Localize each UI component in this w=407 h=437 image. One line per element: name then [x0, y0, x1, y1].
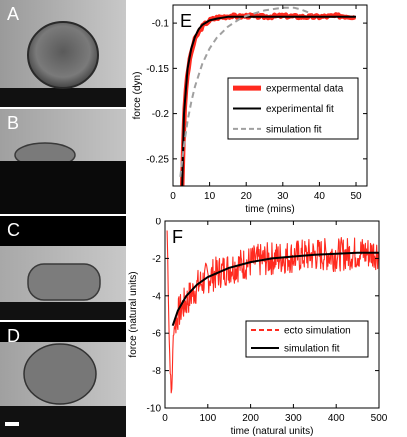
- e-ylabel: force (dyn): [132, 72, 143, 120]
- scale-bar: [5, 422, 19, 426]
- f-xtick-label-4: 400: [328, 413, 345, 424]
- f-xtick-label-3: 300: [285, 413, 302, 424]
- f-panel-letter: F: [172, 227, 183, 247]
- micrograph-panel-a: A: [0, 0, 126, 107]
- e-xtick-label-4: 40: [314, 191, 326, 202]
- e-series-2: [179, 6, 313, 178]
- micrograph-a-image: [0, 0, 126, 107]
- e-legend-label-0: expermental data: [266, 84, 344, 95]
- chart-f: 0 100 200 300 400 500 0 -2 -4 -6 -8 -10 time (natura…: [128, 218, 388, 437]
- panel-letter-a: A: [7, 4, 20, 24]
- micrograph-panel-c: C: [0, 216, 126, 320]
- e-xtick-label-3: 30: [277, 191, 289, 202]
- e-legend-label-2: simulation fit: [266, 124, 322, 135]
- e-xtick-label-1: 10: [204, 191, 216, 202]
- f-frame: [164, 220, 380, 409]
- e-panel-letter: E: [180, 11, 192, 31]
- chart-e: 0 10 20 30 40 50 -0.1 -0.15 -0.2 -0.25 time (mins)…: [132, 4, 368, 215]
- e-ytick-label-2: -0.2: [152, 109, 170, 120]
- e-ytick-label-3: -0.25: [146, 154, 169, 165]
- f-series-1: [171, 251, 379, 327]
- micrograph-d-image: [0, 322, 126, 437]
- f-legend: ecto simulation simulation fit: [245, 320, 369, 358]
- f-xtick-label-2: 200: [242, 413, 259, 424]
- f-ytick-label-1: -2: [152, 254, 161, 265]
- micrograph-c-image: [0, 216, 126, 320]
- f-series-0: [166, 230, 379, 394]
- f-ytick-label-2: -4: [152, 291, 161, 302]
- e-series-1: [181, 15, 356, 186]
- f-xtick-label-1: 100: [199, 413, 216, 424]
- e-frame: [172, 4, 368, 187]
- panel-letter-d: D: [7, 326, 20, 346]
- f-legend-label-0: ecto simulation: [284, 326, 351, 337]
- e-legend: expermental data experimental fit simulati…: [227, 77, 359, 140]
- e-xtick-label-2: 20: [241, 191, 253, 202]
- panel-letter-b: B: [7, 113, 20, 133]
- e-xtick-label-0: 0: [170, 191, 176, 202]
- e-legend-label-1: experimental fit: [266, 104, 334, 115]
- micrograph-b-image: [0, 109, 126, 214]
- f-ytick-label-4: -8: [152, 366, 161, 377]
- e-xlabel: time (mins): [245, 204, 294, 215]
- e-ytick-label-1: -0.15: [146, 64, 169, 75]
- f-ytick-label-5: -10: [147, 404, 162, 415]
- f-ytick-label-3: -6: [152, 329, 161, 340]
- f-xlabel: time (natural units): [231, 426, 314, 437]
- f-xtick-label-0: 0: [162, 413, 168, 424]
- e-ytick-label-0: -0.1: [152, 19, 170, 30]
- f-ytick-label-0: 0: [155, 218, 161, 228]
- micrograph-panel-b: B: [0, 109, 126, 214]
- panel-letter-c: C: [7, 220, 20, 240]
- e-xtick-label-5: 50: [350, 191, 362, 202]
- f-legend-label-1: simulation fit: [284, 344, 340, 355]
- f-xtick-label-5: 500: [371, 413, 388, 424]
- f-ylabel: force (natural units): [128, 271, 139, 357]
- micrograph-panel-d: D: [0, 322, 126, 437]
